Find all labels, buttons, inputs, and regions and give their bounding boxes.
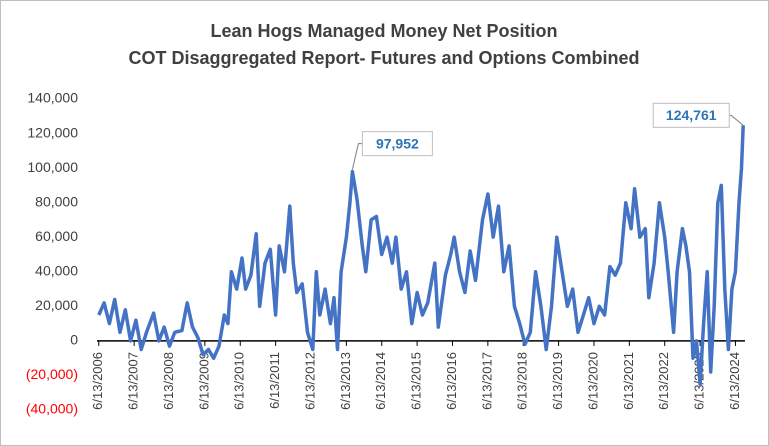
x-tick-label: 6/13/2020 <box>585 352 600 410</box>
annotation-leader <box>351 143 363 170</box>
y-tick-label: 120,000 <box>27 124 78 140</box>
y-tick-label: 40,000 <box>35 262 78 278</box>
x-tick-label: 6/13/2016 <box>444 352 459 410</box>
x-tick-label: 6/13/2011 <box>267 352 282 409</box>
y-tick-label: 0 <box>70 332 78 348</box>
x-tick-label: 6/13/2019 <box>550 352 565 410</box>
x-tick-label: 6/13/2013 <box>338 352 353 410</box>
annotation-leader <box>729 114 744 126</box>
chart-title: Lean Hogs Managed Money Net Position <box>210 21 557 41</box>
x-tick-label: 6/13/2015 <box>409 352 424 410</box>
y-tick-label: 100,000 <box>27 159 78 175</box>
annotation-box <box>361 131 433 157</box>
x-tick-label: 6/13/2017 <box>479 352 494 410</box>
y-tick-label: 80,000 <box>35 193 78 209</box>
y-tick-label: 140,000 <box>27 90 78 106</box>
x-tick-label: 6/13/2012 <box>302 352 317 410</box>
x-tick-label: 6/13/2021 <box>621 352 636 410</box>
annotation-label: 124,761 <box>666 107 717 123</box>
x-tick-label: 6/13/2010 <box>232 352 247 410</box>
y-tick-label: (40,000) <box>26 401 78 417</box>
y-tick-label: (20,000) <box>26 366 78 382</box>
y-tick-label: 20,000 <box>35 297 78 313</box>
chart-subtitle: COT Disaggregated Report- Futures and Op… <box>128 48 639 68</box>
annotation-box <box>652 102 730 128</box>
annotation-label: 97,952 <box>376 135 419 151</box>
data-line <box>97 125 745 386</box>
y-tick-label: 60,000 <box>35 228 78 244</box>
x-tick-label: 6/13/2009 <box>196 352 211 410</box>
x-tick-label: 6/13/2024 <box>727 352 742 410</box>
x-tick-label: 6/13/2007 <box>126 352 141 410</box>
x-tick-label: 6/13/2008 <box>161 352 176 410</box>
x-tick-label: 6/13/2018 <box>515 352 530 410</box>
x-tick-label: 6/13/2006 <box>90 352 105 410</box>
x-tick-label: 6/13/2014 <box>373 352 388 410</box>
x-tick-label: 6/13/2022 <box>656 352 671 410</box>
